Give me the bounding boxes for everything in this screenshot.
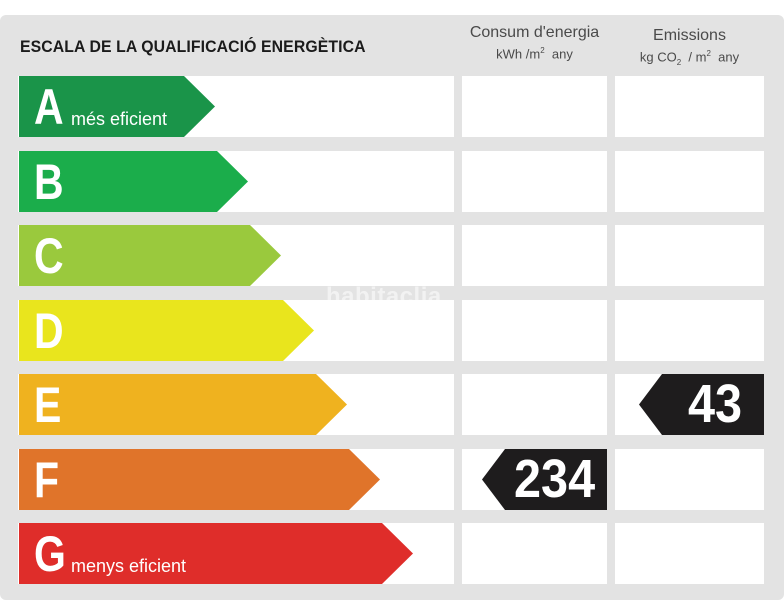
grade-letter: B bbox=[34, 154, 64, 210]
emissions-cell bbox=[615, 300, 764, 361]
energy-cell bbox=[462, 76, 607, 137]
energy-cell bbox=[462, 374, 607, 435]
emissions-column-unit: kg CO2 / m2 any bbox=[639, 49, 740, 67]
emissions-rating-value: 43 bbox=[687, 374, 742, 434]
energy-column-header: Consum d'energia kWh /m2 any bbox=[462, 24, 607, 61]
energy-rating-indicator: 234 bbox=[482, 449, 607, 510]
emissions-cell bbox=[615, 76, 764, 137]
energy-cell bbox=[462, 300, 607, 361]
grade-row-f: F 234 bbox=[0, 449, 784, 510]
energy-column-label: Consum d'energia bbox=[469, 24, 600, 41]
grade-arrow-c: C bbox=[19, 225, 281, 286]
grade-letter: A bbox=[34, 79, 64, 135]
scale-title: ESCALA DE LA QUALIFICACIÓ ENERGÈTICA bbox=[20, 37, 366, 56]
emissions-cell bbox=[615, 523, 764, 584]
emissions-cell bbox=[615, 449, 764, 510]
energy-column-unit: kWh /m2 any bbox=[496, 46, 573, 62]
emissions-cell bbox=[615, 151, 764, 212]
grade-row-e: E 43 bbox=[0, 374, 784, 435]
grade-letter: C bbox=[34, 228, 64, 284]
energy-cell bbox=[462, 523, 607, 584]
grade-letter: D bbox=[34, 303, 64, 359]
energy-cell bbox=[462, 151, 607, 212]
emissions-rating-indicator: 43 bbox=[639, 374, 764, 435]
energy-cell bbox=[462, 225, 607, 286]
grade-row-c: C bbox=[0, 225, 784, 286]
grade-letter: G bbox=[34, 526, 66, 582]
energy-rating-value: 234 bbox=[513, 449, 595, 509]
grade-note: menys eficient bbox=[71, 556, 187, 576]
grade-arrow-f: F bbox=[19, 449, 380, 510]
grade-arrow-d: D bbox=[19, 300, 314, 361]
grade-note: més eficient bbox=[71, 109, 168, 129]
emissions-cell bbox=[615, 225, 764, 286]
grade-row-d: D bbox=[0, 300, 784, 361]
grade-letter: F bbox=[34, 452, 60, 508]
grade-arrow-e: E bbox=[19, 374, 347, 435]
emissions-column-header: Emissions kg CO2 / m2 any bbox=[615, 27, 764, 67]
grade-arrow-b: B bbox=[19, 151, 248, 212]
emissions-column-label: Emissions bbox=[653, 27, 726, 44]
grade-letter: E bbox=[34, 377, 62, 433]
grade-row-b: B bbox=[0, 151, 784, 212]
